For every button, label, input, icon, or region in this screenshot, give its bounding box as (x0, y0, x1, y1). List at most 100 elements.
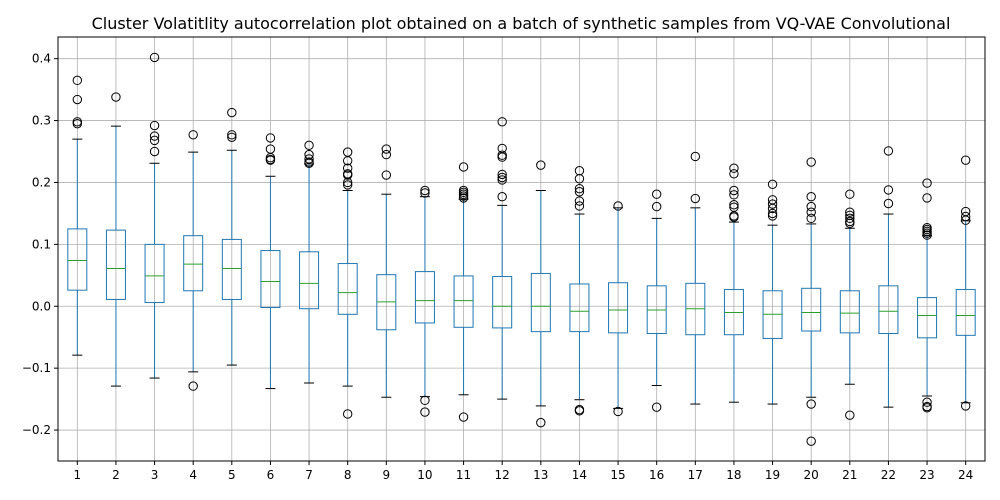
box (839, 290, 860, 334)
outlier-point (381, 144, 392, 154)
outlier-point (960, 215, 971, 225)
outlier-point (420, 407, 430, 417)
outlier-point (806, 201, 816, 212)
box-group (221, 107, 242, 366)
box (105, 229, 126, 300)
x-tick-label: 23 (919, 468, 934, 482)
outlier-point (806, 399, 816, 409)
y-tick-label: 0.3 (32, 114, 51, 128)
outlier-point (149, 146, 160, 157)
box (260, 250, 281, 308)
box-group (492, 117, 513, 400)
outlier-point (806, 436, 816, 446)
outlier-point (651, 189, 662, 199)
box (492, 276, 513, 329)
box (453, 275, 474, 328)
box-group (105, 92, 126, 387)
outlier-point (420, 185, 430, 196)
outlier-point (149, 120, 160, 131)
box-series (67, 52, 976, 446)
box-group (67, 75, 88, 356)
outlier-point (458, 412, 469, 422)
outlier-point (883, 146, 894, 156)
grid-lines (58, 37, 985, 461)
outlier-point (265, 133, 276, 143)
x-tick-label: 5 (228, 468, 236, 482)
outlier-point (651, 402, 662, 412)
outlier-point (922, 403, 932, 413)
x-tick-label: 2 (112, 468, 120, 482)
outlier-point (227, 132, 237, 142)
outlier-point (922, 178, 932, 188)
plot-frame (57, 36, 986, 462)
box-group (839, 189, 860, 420)
x-tick-label: 9 (382, 468, 390, 482)
y-tick-label: 0.0 (32, 299, 51, 313)
outlier-point (227, 107, 237, 118)
box (801, 287, 822, 332)
x-tick-label: 6 (267, 468, 275, 482)
outlier-point (149, 52, 160, 63)
outlier-point (690, 193, 701, 204)
x-tick-label: 15 (610, 468, 625, 482)
box-group (453, 162, 474, 422)
box-group (299, 140, 320, 384)
y-tick-label: −0.2 (22, 423, 51, 437)
x-tick-label: 1 (73, 468, 81, 482)
outlier-point (845, 213, 855, 224)
x-tick-label: 21 (842, 468, 857, 482)
outlier-point (613, 406, 623, 417)
box-group (801, 157, 822, 446)
outlier-point (574, 174, 585, 184)
outlier-point (342, 163, 353, 173)
outlier-point (729, 163, 739, 173)
x-tick-label: 18 (726, 468, 741, 482)
box (67, 228, 88, 291)
outlier-point (497, 117, 507, 127)
box (299, 251, 320, 310)
outlier-point (845, 410, 855, 420)
outlier-point (497, 191, 507, 202)
outlier-point (922, 193, 932, 203)
box (183, 235, 204, 292)
box-group (530, 160, 551, 428)
outlier-point (960, 155, 971, 165)
outlier-point (883, 185, 894, 195)
outlier-point (304, 158, 314, 168)
x-tick-label: 16 (649, 468, 664, 482)
outlier-point (806, 191, 816, 202)
outlier-point (458, 162, 469, 172)
outlier-point (342, 156, 353, 166)
outlier-point (265, 155, 276, 165)
outlier-point (72, 75, 83, 86)
y-tick-label: −0.1 (22, 361, 51, 375)
x-tick-label: 14 (572, 468, 587, 482)
y-tick-label: 0.2 (32, 175, 51, 189)
outlier-point (574, 183, 585, 194)
outlier-point (342, 177, 353, 188)
box (144, 243, 165, 304)
box-group (376, 144, 397, 398)
x-tick-label: 3 (151, 468, 159, 482)
box (337, 263, 358, 315)
box (608, 282, 629, 334)
y-tick-label: 0.1 (32, 237, 51, 251)
outlier-point (111, 92, 121, 102)
outlier-point (960, 211, 971, 222)
outlier-point (845, 189, 855, 199)
outlier-point (729, 185, 739, 196)
outlier-point (188, 381, 198, 391)
box (221, 238, 242, 300)
box-group (569, 165, 590, 416)
x-tick-label: 12 (495, 468, 510, 482)
outlier-point (960, 401, 971, 411)
outlier-point (806, 213, 816, 224)
outlier-point (536, 417, 546, 428)
y-axis: −0.2 −0.1 0.0 0.1 0.2 0.3 0.4 (22, 52, 58, 437)
outlier-point (651, 201, 662, 212)
outlier-point (806, 207, 816, 217)
outlier-point (574, 201, 585, 211)
x-tick-label: 22 (881, 468, 896, 482)
outlier-point (342, 170, 353, 180)
